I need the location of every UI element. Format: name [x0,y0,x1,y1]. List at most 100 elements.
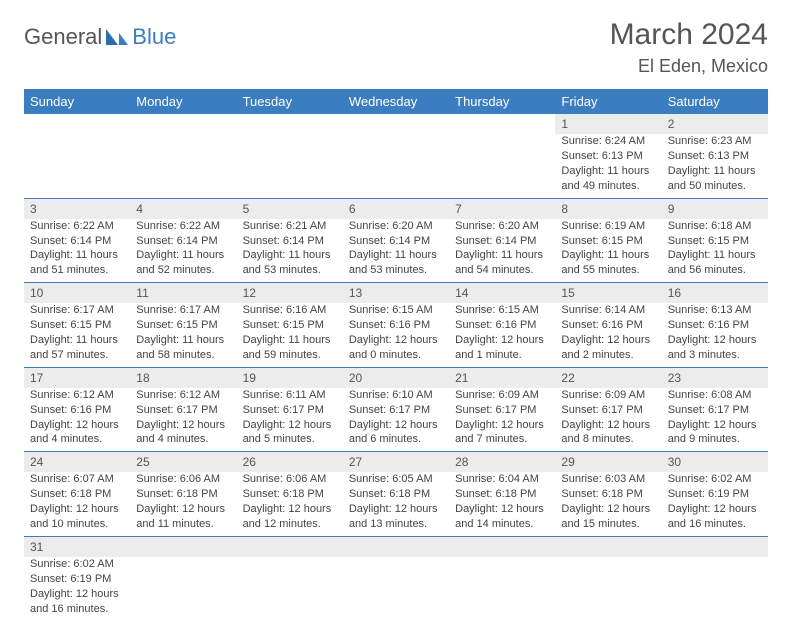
day-number: 25 [130,452,236,472]
daylight1-text: Daylight: 11 hours [243,333,337,348]
sunrise-text: Sunrise: 6:24 AM [561,134,655,149]
daylight1-text: Daylight: 12 hours [455,502,549,517]
sunset-text: Sunset: 6:19 PM [30,572,124,587]
sunrise-text: Sunrise: 6:15 AM [455,303,549,318]
calendar-cell: 11Sunrise: 6:17 AMSunset: 6:15 PMDayligh… [130,283,236,368]
calendar-cell: 30Sunrise: 6:02 AMSunset: 6:19 PMDayligh… [662,452,768,537]
day-number: 13 [343,283,449,303]
day-number: 11 [130,283,236,303]
weekday-header: Monday [130,89,236,114]
daylight2-text: and 59 minutes. [243,348,337,363]
calendar-cell [130,114,236,198]
daylight2-text: and 13 minutes. [349,517,443,532]
sunrise-text: Sunrise: 6:03 AM [561,472,655,487]
sunrise-text: Sunrise: 6:16 AM [243,303,337,318]
daylight1-text: Daylight: 12 hours [455,418,549,433]
sunset-text: Sunset: 6:17 PM [349,403,443,418]
calendar-week-row: 1Sunrise: 6:24 AMSunset: 6:13 PMDaylight… [24,114,768,198]
sunset-text: Sunset: 6:17 PM [243,403,337,418]
calendar-cell: 9Sunrise: 6:18 AMSunset: 6:15 PMDaylight… [662,198,768,283]
calendar-cell [555,536,661,620]
day-number: 9 [662,199,768,219]
month-title: March 2024 [610,18,768,52]
daylight2-text: and 5 minutes. [243,432,337,447]
daylight1-text: Daylight: 12 hours [243,502,337,517]
calendar-week-row: 24Sunrise: 6:07 AMSunset: 6:18 PMDayligh… [24,452,768,537]
sunset-text: Sunset: 6:15 PM [668,234,762,249]
daylight1-text: Daylight: 12 hours [561,333,655,348]
daylight1-text: Daylight: 11 hours [561,164,655,179]
calendar-cell [449,114,555,198]
daylight1-text: Daylight: 12 hours [243,418,337,433]
daylight2-text: and 50 minutes. [668,179,762,194]
sunrise-text: Sunrise: 6:19 AM [561,219,655,234]
calendar-cell: 19Sunrise: 6:11 AMSunset: 6:17 PMDayligh… [237,367,343,452]
day-number: 1 [555,114,661,134]
calendar-cell: 22Sunrise: 6:09 AMSunset: 6:17 PMDayligh… [555,367,661,452]
daylight2-text: and 53 minutes. [349,263,443,278]
calendar-cell: 21Sunrise: 6:09 AMSunset: 6:17 PMDayligh… [449,367,555,452]
weekday-header-row: Sunday Monday Tuesday Wednesday Thursday… [24,89,768,114]
sunrise-text: Sunrise: 6:21 AM [243,219,337,234]
daylight1-text: Daylight: 12 hours [349,333,443,348]
sunrise-text: Sunrise: 6:05 AM [349,472,443,487]
day-number: 30 [662,452,768,472]
daylight2-text: and 11 minutes. [136,517,230,532]
sunset-text: Sunset: 6:18 PM [243,487,337,502]
sunset-text: Sunset: 6:15 PM [243,318,337,333]
sunrise-text: Sunrise: 6:10 AM [349,388,443,403]
sunset-text: Sunset: 6:16 PM [455,318,549,333]
sunset-text: Sunset: 6:17 PM [561,403,655,418]
day-number: 14 [449,283,555,303]
daylight1-text: Daylight: 11 hours [349,248,443,263]
day-number: 5 [237,199,343,219]
day-number: 7 [449,199,555,219]
daylight1-text: Daylight: 12 hours [30,418,124,433]
calendar-cell: 18Sunrise: 6:12 AMSunset: 6:17 PMDayligh… [130,367,236,452]
daylight2-text: and 10 minutes. [30,517,124,532]
calendar-cell: 1Sunrise: 6:24 AMSunset: 6:13 PMDaylight… [555,114,661,198]
sunrise-text: Sunrise: 6:09 AM [561,388,655,403]
daylight1-text: Daylight: 11 hours [561,248,655,263]
sunrise-text: Sunrise: 6:06 AM [243,472,337,487]
sunrise-text: Sunrise: 6:02 AM [30,557,124,572]
calendar-cell: 31Sunrise: 6:02 AMSunset: 6:19 PMDayligh… [24,536,130,620]
calendar-cell: 3Sunrise: 6:22 AMSunset: 6:14 PMDaylight… [24,198,130,283]
daylight2-text: and 52 minutes. [136,263,230,278]
daylight2-text: and 15 minutes. [561,517,655,532]
calendar-cell: 6Sunrise: 6:20 AMSunset: 6:14 PMDaylight… [343,198,449,283]
calendar-week-row: 10Sunrise: 6:17 AMSunset: 6:15 PMDayligh… [24,283,768,368]
day-number: 29 [555,452,661,472]
day-number: 10 [24,283,130,303]
daylight1-text: Daylight: 12 hours [668,333,762,348]
calendar-cell [343,114,449,198]
daylight2-text: and 16 minutes. [30,602,124,617]
calendar-table: Sunday Monday Tuesday Wednesday Thursday… [24,89,768,620]
weekday-header: Friday [555,89,661,114]
daylight2-text: and 14 minutes. [455,517,549,532]
day-number: 21 [449,368,555,388]
daylight1-text: Daylight: 11 hours [30,333,124,348]
daylight1-text: Daylight: 12 hours [668,502,762,517]
sunrise-text: Sunrise: 6:17 AM [30,303,124,318]
sunrise-text: Sunrise: 6:13 AM [668,303,762,318]
daylight2-text: and 57 minutes. [30,348,124,363]
sunset-text: Sunset: 6:16 PM [349,318,443,333]
daylight2-text: and 4 minutes. [30,432,124,447]
calendar-cell: 28Sunrise: 6:04 AMSunset: 6:18 PMDayligh… [449,452,555,537]
sunrise-text: Sunrise: 6:07 AM [30,472,124,487]
daylight2-text: and 12 minutes. [243,517,337,532]
location: El Eden, Mexico [610,56,768,77]
sunset-text: Sunset: 6:14 PM [349,234,443,249]
sunrise-text: Sunrise: 6:08 AM [668,388,762,403]
calendar-cell: 7Sunrise: 6:20 AMSunset: 6:14 PMDaylight… [449,198,555,283]
weekday-header: Wednesday [343,89,449,114]
logo: General Blue [24,18,176,50]
calendar-cell: 12Sunrise: 6:16 AMSunset: 6:15 PMDayligh… [237,283,343,368]
sunset-text: Sunset: 6:14 PM [136,234,230,249]
calendar-cell: 2Sunrise: 6:23 AMSunset: 6:13 PMDaylight… [662,114,768,198]
calendar-cell: 29Sunrise: 6:03 AMSunset: 6:18 PMDayligh… [555,452,661,537]
day-number: 31 [24,537,130,557]
daylight2-text: and 3 minutes. [668,348,762,363]
daylight2-text: and 58 minutes. [136,348,230,363]
